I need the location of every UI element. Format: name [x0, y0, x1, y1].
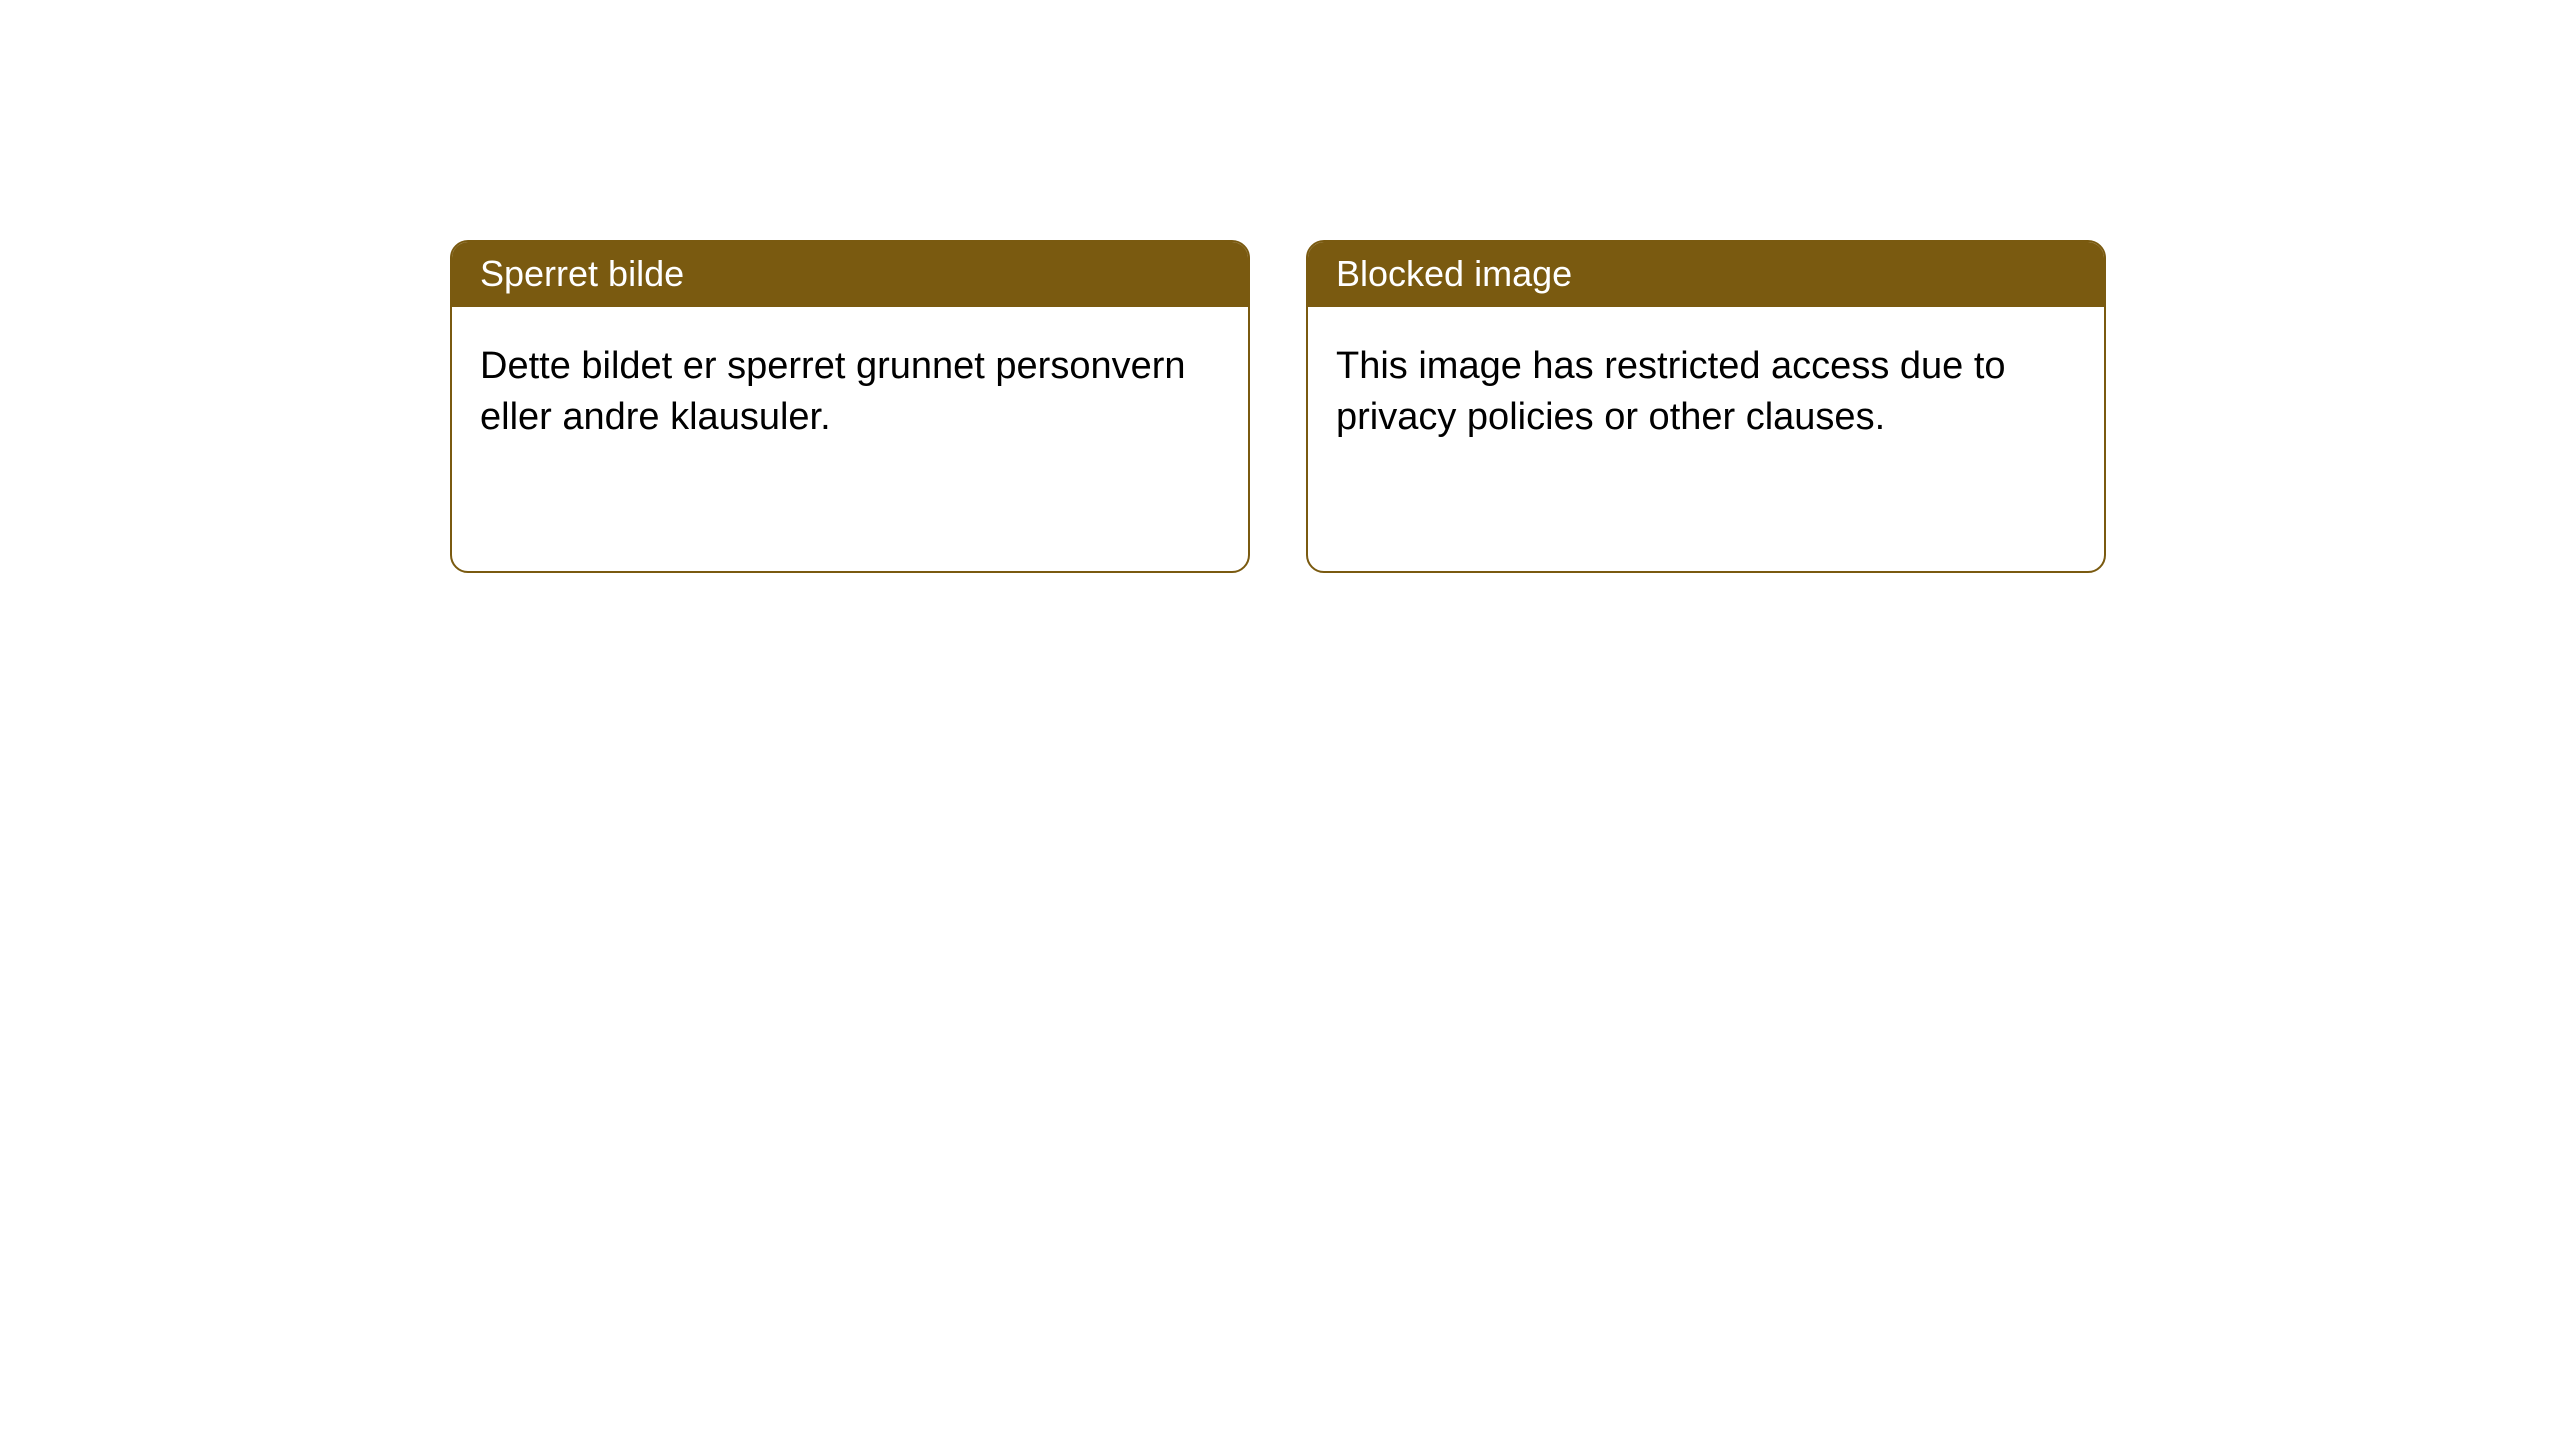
card-body: This image has restricted access due to …: [1308, 307, 2104, 472]
notice-cards-container: Sperret bilde Dette bildet er sperret gr…: [0, 0, 2560, 573]
blocked-image-card-norwegian: Sperret bilde Dette bildet er sperret gr…: [450, 240, 1250, 573]
blocked-image-card-english: Blocked image This image has restricted …: [1306, 240, 2106, 573]
card-title: Blocked image: [1308, 242, 2104, 307]
card-body: Dette bildet er sperret grunnet personve…: [452, 307, 1248, 472]
card-title: Sperret bilde: [452, 242, 1248, 307]
